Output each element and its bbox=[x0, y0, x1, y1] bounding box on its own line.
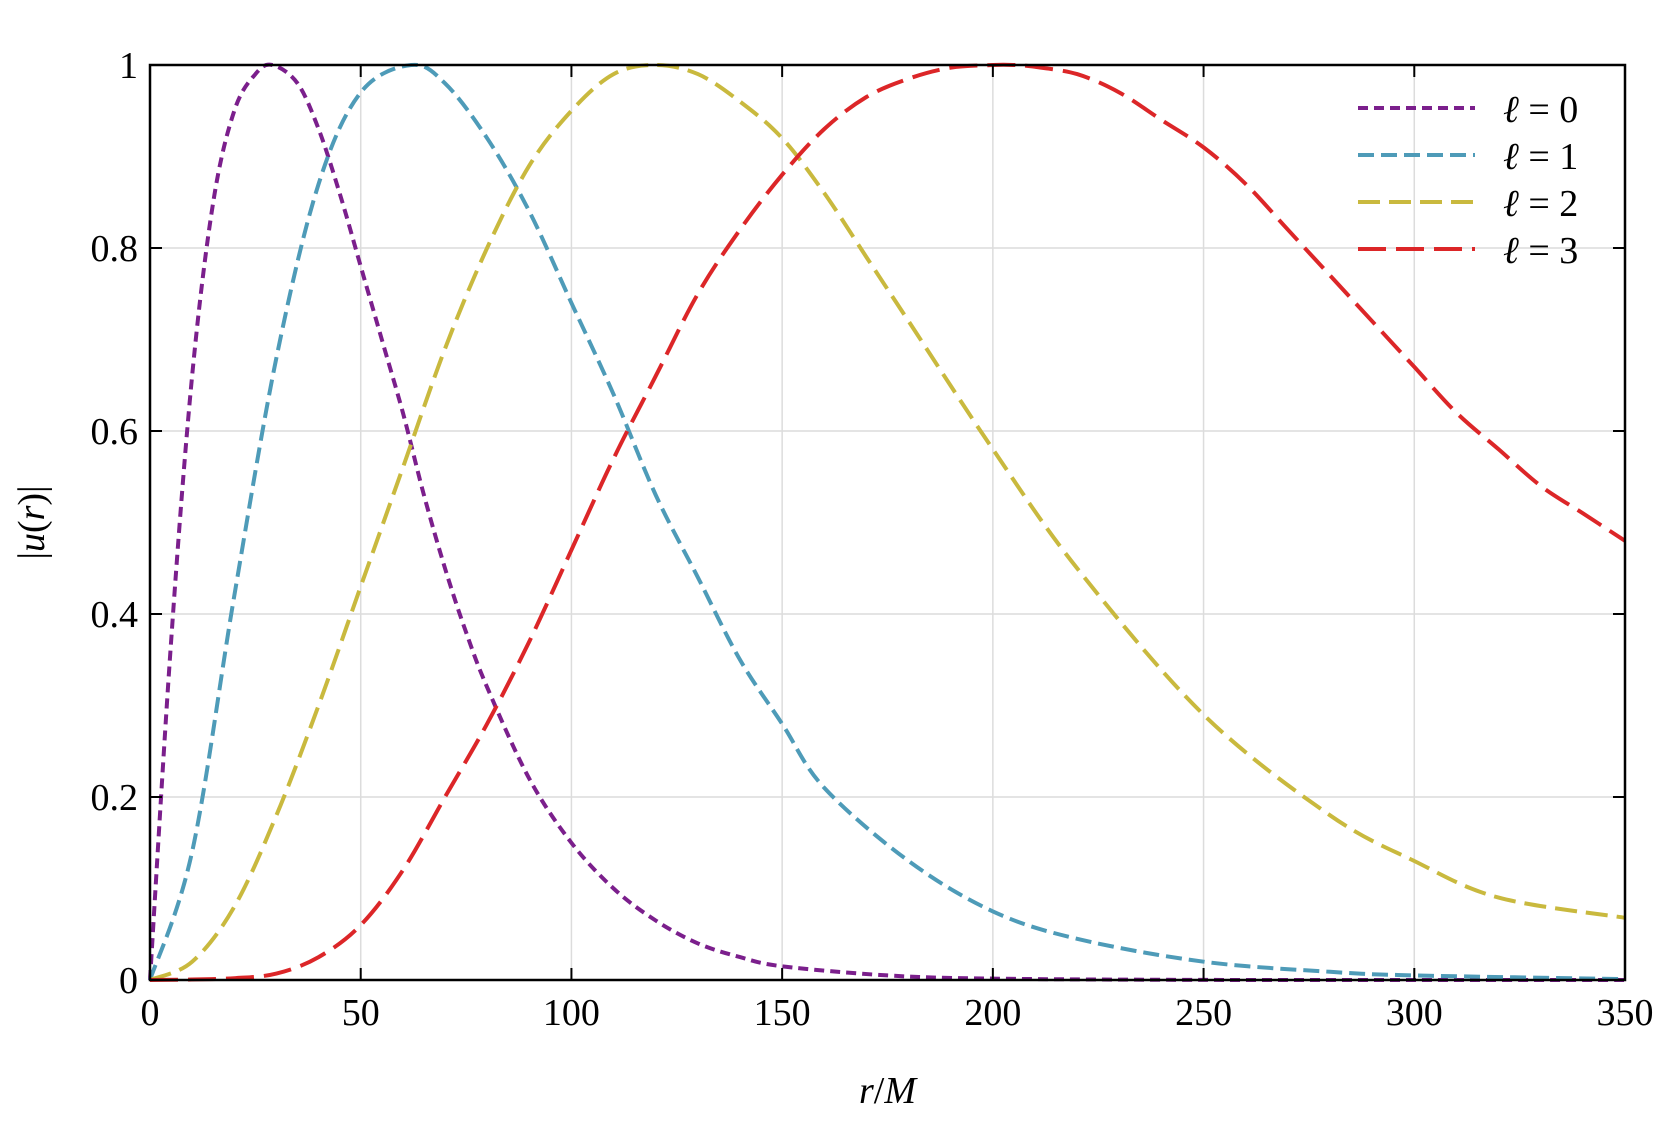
legend-label: ℓ = 1 bbox=[1503, 136, 1578, 178]
y-tick-label: 0.6 bbox=[91, 411, 139, 453]
x-tick-labels: 0 50 100 150 200 250 300 350 bbox=[141, 992, 1654, 1034]
series-line-l1 bbox=[148, 62, 1626, 982]
x-tick-label: 250 bbox=[1175, 992, 1232, 1034]
x-tick-label: 100 bbox=[543, 992, 600, 1034]
y-tick-label: 0.4 bbox=[91, 594, 139, 636]
x-axis-label: r/M bbox=[859, 1070, 918, 1112]
axis-ticks bbox=[149, 64, 1626, 981]
y-tick-label: 0 bbox=[119, 960, 138, 1002]
x-tick-label: 200 bbox=[964, 992, 1021, 1034]
plot-frame bbox=[148, 63, 1627, 982]
x-tick-label: 50 bbox=[342, 992, 380, 1034]
y-tick-label: 0.2 bbox=[91, 777, 139, 819]
legend: ℓ = 0 ℓ = 1 ℓ = 2 ℓ = 3 bbox=[1358, 89, 1578, 272]
y-axis-label: |u(r)| bbox=[11, 485, 53, 559]
series-lines bbox=[148, 62, 1627, 983]
legend-label: ℓ = 3 bbox=[1503, 230, 1578, 272]
y-tick-labels: 0 0.2 0.4 0.6 0.8 1 bbox=[91, 45, 139, 1002]
x-tick-label: 150 bbox=[754, 992, 811, 1034]
legend-label: ℓ = 0 bbox=[1503, 89, 1578, 131]
series-line-l0 bbox=[148, 62, 1625, 983]
legend-label: ℓ = 2 bbox=[1503, 183, 1578, 225]
series-line-l2 bbox=[149, 62, 1626, 982]
x-tick-label: 300 bbox=[1386, 992, 1443, 1034]
series-line-l3 bbox=[149, 62, 1627, 982]
y-tick-label: 1 bbox=[119, 45, 138, 87]
x-tick-label: 350 bbox=[1597, 992, 1654, 1034]
x-tick-label: 0 bbox=[141, 992, 160, 1034]
y-tick-label: 0.8 bbox=[91, 228, 139, 270]
